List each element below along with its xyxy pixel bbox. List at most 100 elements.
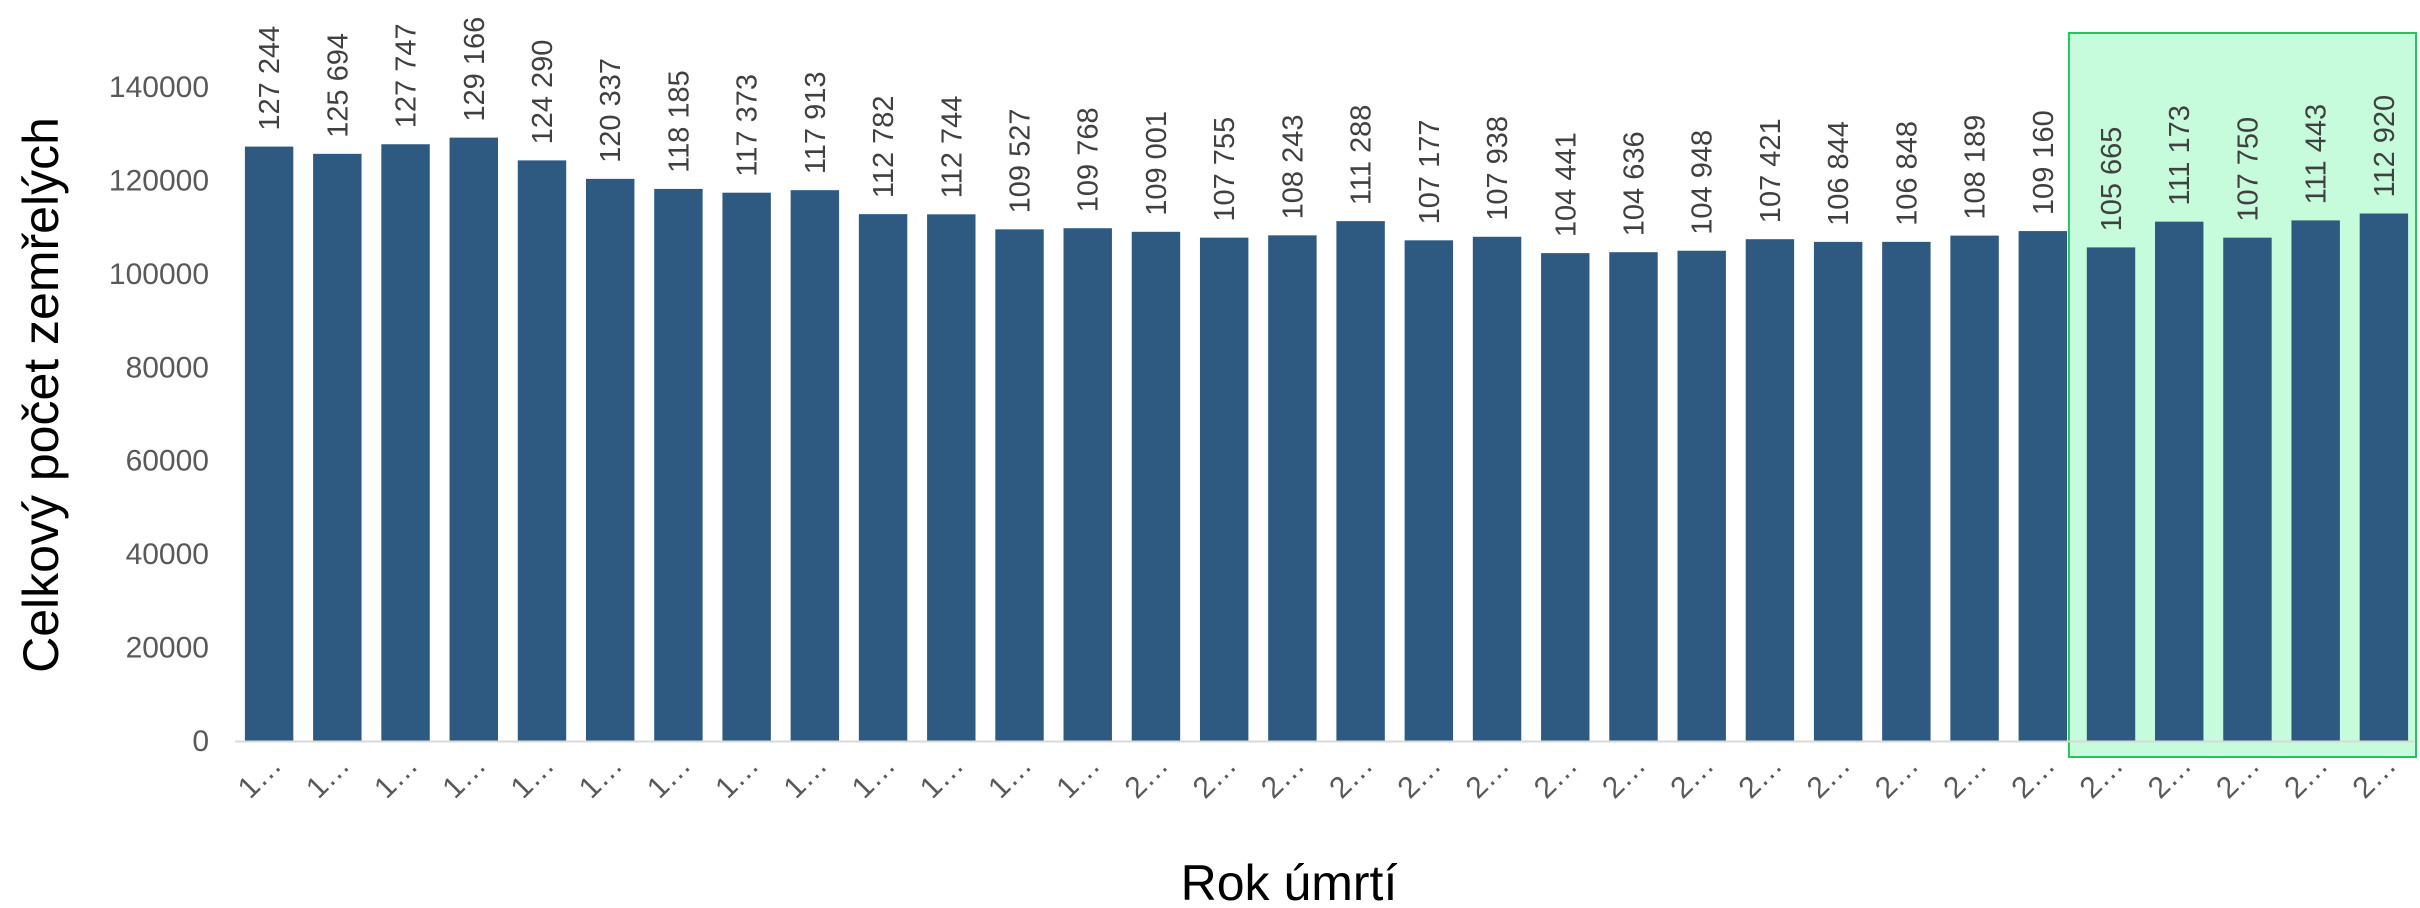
data-label: 107 750 [2232,117,2264,222]
x-tick-label: 2… [1733,749,1789,805]
data-label: 117 373 [732,74,764,177]
bar [654,188,703,741]
bar [244,146,294,741]
bar [722,192,771,741]
bar [313,153,362,741]
bar [517,160,567,742]
data-label: 104 948 [1687,130,1719,235]
bar [790,190,840,741]
data-label: 108 189 [1960,115,1992,220]
data-label: 106 848 [1891,121,1923,226]
y-tick-label: 40000 [126,538,209,571]
y-tick-label: 140000 [109,71,209,104]
data-label: 118 185 [663,70,695,173]
data-label: 107 938 [1482,116,1514,221]
data-label: 112 782 [868,95,900,198]
data-label: 104 441 [1550,132,1582,237]
x-tick-label: 2… [1801,749,1857,805]
x-tick-label: 2… [1664,749,1720,805]
x-tick-label: 1… [232,749,288,805]
data-label: 117 913 [800,71,832,174]
bar [449,137,498,742]
data-label: 112 744 [936,96,968,199]
x-tick-label: 1… [573,749,629,805]
bar [2155,221,2204,741]
x-tick-label: 2… [1528,749,1584,805]
bar [1950,235,1999,741]
data-label: 127 244 [254,26,286,131]
data-label: 109 527 [1005,109,1037,214]
bar [995,229,1044,741]
x-tick-label: 1… [436,749,492,805]
x-tick-label: 2… [2005,749,2061,805]
x-tick-label: 1… [1050,749,1106,805]
data-label: 109 768 [1073,107,1105,212]
bar [858,214,908,741]
bar [1609,252,1658,742]
x-tick-label: 2… [1391,749,1447,805]
bar [1199,237,1249,741]
x-tick-label: 1… [914,749,970,805]
bar [1472,236,1522,742]
x-tick-label: 2… [1119,749,1175,805]
data-label: 127 747 [391,23,423,128]
data-label: 106 844 [1823,121,1855,226]
bar [927,214,976,741]
data-label: 107 755 [1209,117,1241,222]
x-tick-label: 2… [1255,749,1311,805]
x-axis-title: Rok úmrtí [1181,855,1398,908]
bar [2359,213,2409,741]
bar [1131,231,1181,741]
x-tick-label: 2… [1937,749,1993,805]
bar [1404,240,1454,741]
bar [1268,235,1317,741]
bar [1063,228,1112,741]
data-label: 111 443 [2301,104,2333,205]
data-label: 109 001 [1141,111,1173,216]
data-label: 124 290 [527,40,559,145]
data-label: 109 160 [2028,110,2060,215]
data-label: 125 694 [322,33,354,138]
bar [1541,253,1590,741]
data-label: 104 636 [1618,131,1650,236]
x-tick-label: 2… [1323,749,1379,805]
x-tick-label: 1… [505,749,561,805]
bar [2018,231,2068,741]
bar [1813,241,1863,742]
x-tick-label: 2… [1596,749,1652,805]
bar [2086,247,2136,741]
x-tick-label: 1… [982,749,1038,805]
data-label: 120 337 [595,58,627,163]
data-label: 111 173 [2164,105,2196,206]
data-label: 112 920 [2369,95,2401,198]
y-tick-label: 20000 [126,632,209,665]
data-label: 111 288 [1346,105,1378,206]
bar [1677,250,1726,741]
x-tick-label: 1… [846,749,902,805]
bar [1745,239,1795,741]
x-tick-label: 1… [368,749,424,805]
x-tick-label: 1… [709,749,765,805]
x-tick-label: 1… [300,749,356,805]
bar [381,144,430,741]
y-axis-title: Celkový počet zemřelých [13,117,69,673]
y-tick-label: 60000 [126,445,209,478]
bar [1336,221,1385,742]
bar [585,178,635,741]
bar [2223,237,2272,741]
y-tick-label: 100000 [109,258,209,291]
x-tick-label: 2… [1460,749,1516,805]
y-tick-label: 80000 [126,351,209,384]
data-label: 107 421 [1755,118,1787,223]
bar [2291,220,2340,742]
data-label: 129 166 [459,17,491,122]
x-tick-label: 2… [1869,749,1925,805]
x-tick-label: 1… [641,749,697,805]
y-tick-label: 0 [192,725,209,758]
x-tick-label: 2… [1187,749,1243,805]
y-tick-label: 120000 [109,164,209,197]
data-label: 108 243 [1277,115,1309,220]
bar [1882,241,1931,742]
data-label: 105 665 [2096,127,2128,232]
